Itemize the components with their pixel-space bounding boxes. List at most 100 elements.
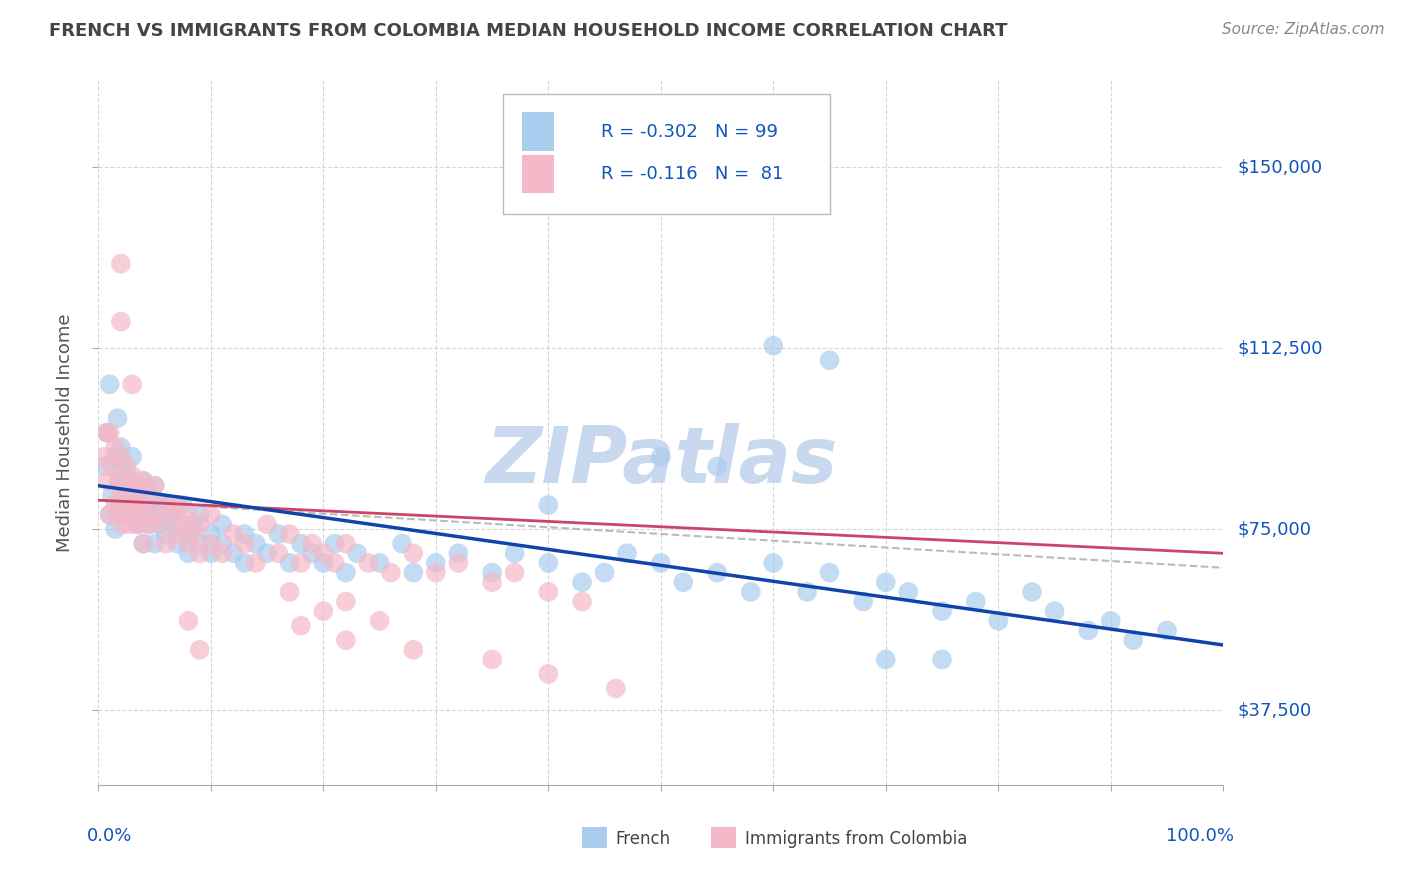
Point bbox=[188, 546, 211, 560]
Point bbox=[121, 474, 143, 488]
Point bbox=[98, 377, 121, 392]
Point bbox=[166, 527, 188, 541]
Text: French: French bbox=[616, 830, 671, 847]
Point bbox=[931, 652, 953, 666]
Point bbox=[346, 546, 368, 560]
Point bbox=[155, 498, 177, 512]
Point bbox=[335, 536, 357, 550]
Point bbox=[1043, 604, 1066, 618]
Point bbox=[143, 508, 166, 522]
Point bbox=[402, 546, 425, 560]
Point bbox=[290, 556, 312, 570]
Point bbox=[110, 257, 132, 271]
Point bbox=[98, 425, 121, 440]
Point bbox=[172, 498, 194, 512]
Point bbox=[1156, 624, 1178, 638]
Point bbox=[616, 546, 638, 560]
Point bbox=[278, 585, 301, 599]
Point bbox=[110, 459, 132, 474]
Point bbox=[965, 594, 987, 608]
Point bbox=[127, 483, 149, 498]
Point bbox=[537, 585, 560, 599]
Point bbox=[312, 546, 335, 560]
Point bbox=[323, 536, 346, 550]
Point bbox=[706, 459, 728, 474]
Point bbox=[425, 556, 447, 570]
Text: 100.0%: 100.0% bbox=[1167, 827, 1234, 846]
Point bbox=[987, 614, 1010, 628]
Point bbox=[537, 667, 560, 681]
Point bbox=[160, 508, 183, 522]
Point bbox=[447, 556, 470, 570]
Point bbox=[1021, 585, 1043, 599]
Text: FRENCH VS IMMIGRANTS FROM COLOMBIA MEDIAN HOUSEHOLD INCOME CORRELATION CHART: FRENCH VS IMMIGRANTS FROM COLOMBIA MEDIA… bbox=[49, 22, 1008, 40]
Point bbox=[537, 498, 560, 512]
Point bbox=[112, 517, 135, 532]
Point bbox=[132, 474, 155, 488]
Point bbox=[188, 508, 211, 522]
Point bbox=[138, 488, 160, 502]
Point bbox=[290, 536, 312, 550]
Point bbox=[177, 527, 200, 541]
Point bbox=[875, 652, 897, 666]
Point bbox=[132, 536, 155, 550]
Point bbox=[537, 556, 560, 570]
Point bbox=[98, 508, 121, 522]
Point bbox=[121, 508, 143, 522]
Point bbox=[118, 488, 141, 502]
Point bbox=[323, 556, 346, 570]
Point bbox=[571, 575, 593, 590]
Point bbox=[110, 440, 132, 454]
Point bbox=[115, 498, 138, 512]
Point bbox=[132, 498, 155, 512]
Point bbox=[115, 469, 138, 483]
Point bbox=[104, 522, 127, 536]
Point bbox=[166, 536, 188, 550]
Point bbox=[357, 556, 380, 570]
Point bbox=[177, 508, 200, 522]
Point bbox=[200, 508, 222, 522]
Point bbox=[132, 508, 155, 522]
Point bbox=[650, 556, 672, 570]
Point bbox=[335, 633, 357, 648]
Point bbox=[107, 508, 129, 522]
Point bbox=[143, 536, 166, 550]
Point bbox=[127, 479, 149, 493]
Point bbox=[233, 527, 256, 541]
Point bbox=[211, 546, 233, 560]
Point bbox=[481, 566, 503, 580]
Point bbox=[233, 536, 256, 550]
Text: $75,000: $75,000 bbox=[1237, 520, 1312, 538]
Point bbox=[222, 527, 245, 541]
Point bbox=[121, 469, 143, 483]
Point bbox=[312, 556, 335, 570]
Point bbox=[447, 546, 470, 560]
Point bbox=[93, 450, 115, 464]
Point bbox=[121, 488, 143, 502]
Point bbox=[110, 488, 132, 502]
Point bbox=[256, 546, 278, 560]
Point bbox=[149, 498, 172, 512]
Point bbox=[98, 508, 121, 522]
Point bbox=[143, 479, 166, 493]
Point bbox=[650, 450, 672, 464]
Point bbox=[143, 508, 166, 522]
Point bbox=[124, 498, 146, 512]
Point bbox=[290, 618, 312, 632]
Point bbox=[188, 536, 211, 550]
Point bbox=[188, 517, 211, 532]
Point bbox=[335, 566, 357, 580]
Point bbox=[155, 527, 177, 541]
FancyBboxPatch shape bbox=[503, 95, 830, 214]
Point bbox=[104, 498, 127, 512]
Point bbox=[96, 474, 118, 488]
Point bbox=[166, 517, 188, 532]
Point bbox=[852, 594, 875, 608]
Point bbox=[101, 488, 124, 502]
Point bbox=[115, 459, 138, 474]
Point bbox=[211, 536, 233, 550]
Point bbox=[503, 546, 526, 560]
Text: Source: ZipAtlas.com: Source: ZipAtlas.com bbox=[1222, 22, 1385, 37]
Point bbox=[897, 585, 920, 599]
Bar bbox=[711, 827, 737, 848]
